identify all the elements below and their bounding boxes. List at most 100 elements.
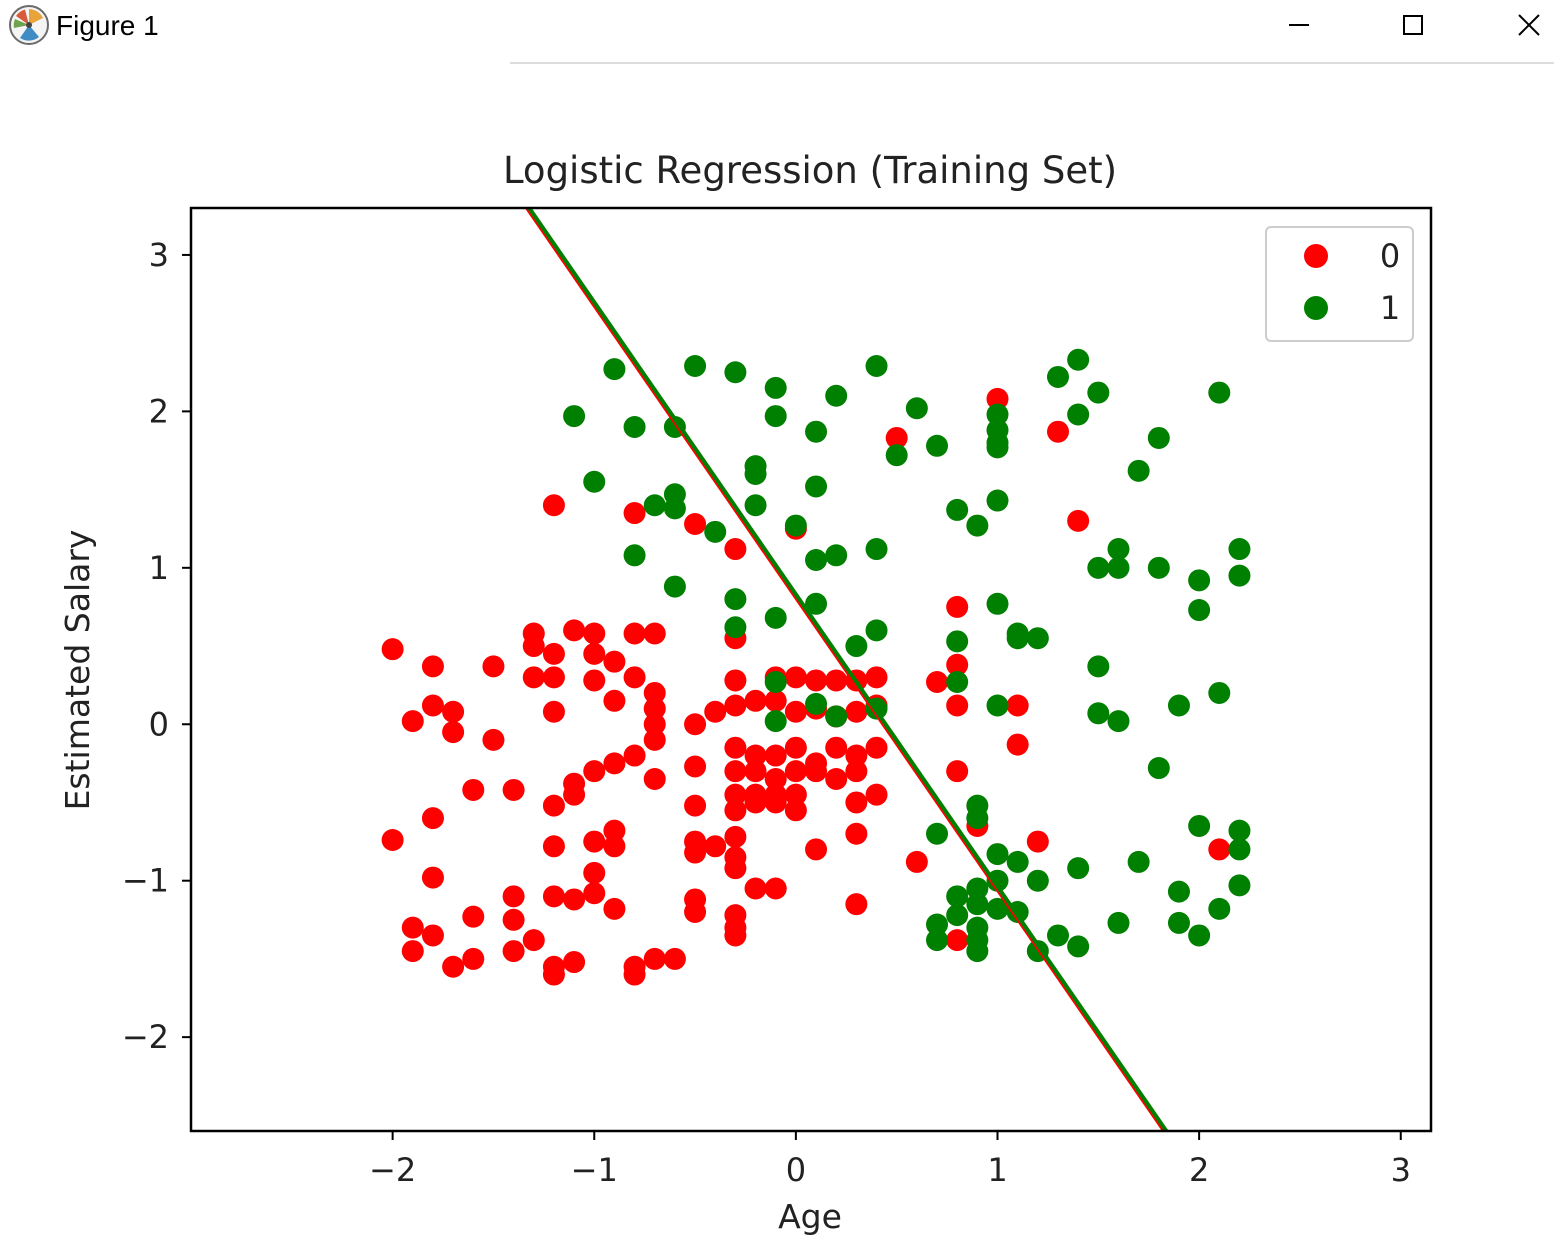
series-1-point bbox=[603, 358, 626, 381]
series-0-point bbox=[865, 783, 888, 806]
series-1-point bbox=[1228, 819, 1251, 842]
series-0-point bbox=[724, 736, 747, 759]
series-1-point bbox=[1107, 710, 1130, 733]
series-1-point bbox=[1067, 348, 1090, 371]
series-0-point bbox=[583, 642, 606, 665]
series-0-point bbox=[563, 783, 586, 806]
series-0-point bbox=[764, 877, 787, 900]
series-1-point bbox=[825, 544, 848, 567]
series-1-point bbox=[805, 692, 828, 715]
series-1-point bbox=[825, 705, 848, 728]
series-0-point bbox=[522, 666, 545, 689]
series-1-point bbox=[623, 544, 646, 567]
series-1-point bbox=[724, 616, 747, 639]
series-0-point bbox=[421, 924, 444, 947]
series-1-point bbox=[966, 940, 989, 963]
series-0-point bbox=[421, 694, 444, 717]
x-tick-label: 0 bbox=[786, 1151, 806, 1189]
series-1-point bbox=[744, 494, 767, 517]
series-0-point bbox=[442, 721, 465, 744]
series-1-point bbox=[1107, 911, 1130, 934]
series-0-point bbox=[805, 669, 828, 692]
legend-label-0: 0 bbox=[1380, 237, 1400, 275]
series-0-point bbox=[744, 689, 767, 712]
series-0-point bbox=[442, 700, 465, 723]
series-0-point bbox=[825, 736, 848, 759]
series-0-point bbox=[885, 426, 908, 449]
y-tick-label: 3 bbox=[149, 236, 169, 274]
series-1-points bbox=[563, 348, 1251, 963]
series-0-point bbox=[946, 694, 969, 717]
series-1-point bbox=[926, 434, 949, 457]
series-0-point bbox=[583, 622, 606, 645]
series-0-point bbox=[583, 882, 606, 905]
series-1-point bbox=[946, 498, 969, 521]
series-1-point bbox=[744, 462, 767, 485]
series-0-point bbox=[1067, 509, 1090, 532]
series-0-point bbox=[401, 940, 424, 963]
series-1-point bbox=[764, 710, 787, 733]
series-0-point bbox=[502, 778, 525, 801]
series-0-point bbox=[462, 947, 485, 970]
minimize-icon bbox=[1289, 24, 1309, 26]
legend-marker-1 bbox=[1304, 296, 1328, 320]
series-1-point bbox=[905, 397, 928, 420]
series-0-point bbox=[845, 791, 868, 814]
series-0-point bbox=[542, 666, 565, 689]
close-button[interactable] bbox=[1473, 0, 1554, 50]
series-0-point bbox=[482, 655, 505, 678]
series-1-point bbox=[1087, 381, 1110, 404]
maximize-icon bbox=[1403, 15, 1423, 35]
series-0-point bbox=[542, 642, 565, 665]
series-0-point bbox=[724, 694, 747, 717]
series-0-point bbox=[542, 885, 565, 908]
series-0-point bbox=[986, 387, 1009, 410]
series-0-point bbox=[1046, 420, 1069, 443]
minimize-button[interactable] bbox=[1243, 0, 1355, 50]
maximize-button[interactable] bbox=[1357, 0, 1469, 50]
series-0-point bbox=[643, 622, 666, 645]
series-0-point bbox=[421, 866, 444, 889]
series-1-point bbox=[1067, 935, 1090, 958]
series-1-point bbox=[623, 416, 646, 439]
series-1-point bbox=[966, 514, 989, 537]
series-1-point bbox=[1188, 599, 1211, 622]
series-0-point bbox=[603, 835, 626, 858]
series-0-point bbox=[603, 752, 626, 775]
series-0-point bbox=[946, 929, 969, 952]
series-0-point bbox=[583, 830, 606, 853]
plot-area bbox=[191, 208, 1431, 1131]
series-0-point bbox=[603, 689, 626, 712]
window-titlebar: Figure 1 bbox=[0, 0, 1554, 56]
series-0-point bbox=[926, 671, 949, 694]
series-0-point bbox=[623, 744, 646, 767]
series-1-point bbox=[1127, 850, 1150, 873]
series-1-point bbox=[583, 470, 606, 493]
series-0-point bbox=[421, 807, 444, 830]
matplotlib-icon bbox=[9, 5, 49, 45]
series-1-point bbox=[926, 822, 949, 845]
y-tick-label: 0 bbox=[149, 705, 169, 743]
series-0-point bbox=[643, 768, 666, 791]
series-0-point bbox=[724, 825, 747, 848]
series-1-point bbox=[1046, 365, 1069, 388]
series-1-point bbox=[1228, 838, 1251, 861]
series-0-point bbox=[684, 841, 707, 864]
series-1-point bbox=[1107, 538, 1130, 561]
series-0-point bbox=[663, 947, 686, 970]
series-1-point bbox=[805, 592, 828, 615]
series-0-point bbox=[764, 768, 787, 791]
series-0-point bbox=[603, 819, 626, 842]
series-1-point bbox=[1208, 897, 1231, 920]
series-0-point bbox=[704, 835, 727, 858]
series-1-point bbox=[986, 403, 1009, 426]
x-tick-label: 3 bbox=[1391, 1151, 1411, 1189]
series-1-point bbox=[1147, 757, 1170, 780]
series-0-point bbox=[381, 829, 404, 852]
series-1-point bbox=[784, 514, 807, 537]
series-1-point bbox=[704, 520, 727, 543]
series-0-point bbox=[522, 929, 545, 952]
series-1-point bbox=[986, 897, 1009, 920]
series-0-point bbox=[1006, 733, 1029, 756]
series-0-point bbox=[845, 744, 868, 767]
